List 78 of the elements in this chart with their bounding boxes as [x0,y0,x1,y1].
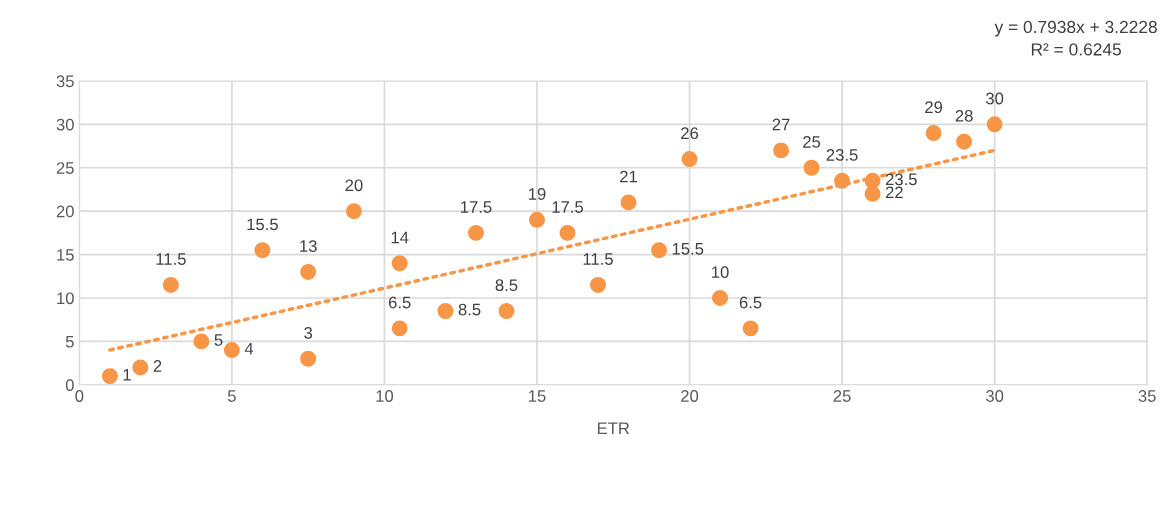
data-label: 10 [712,266,729,279]
data-label: 6.5 [388,296,411,309]
x-tick-label: 15 [528,390,546,402]
y-tick-label: 30 [56,118,74,131]
data-label: 11.5 [583,253,613,265]
data-label: 4 [244,342,254,355]
data-label: 20 [345,179,363,192]
data-label: 13 [300,240,317,252]
y-tick-label: 5 [65,335,74,348]
data-label: 19 [528,188,546,200]
point [712,290,729,306]
point [101,368,118,385]
point [834,172,851,189]
x-tick-label: 20 [681,390,699,402]
data-label: 2 [153,360,162,372]
data-label: 29 [925,101,943,114]
data-label: 3 [304,326,313,339]
point [803,159,820,176]
point [300,350,317,367]
x-tick-label: 25 [833,390,851,402]
point [681,151,698,168]
point [956,133,973,150]
data-label: 17.5 [461,201,492,213]
data-label: 27 [772,118,790,131]
point [498,303,515,319]
point [529,211,545,228]
point [620,194,637,211]
data-label: 17.5 [552,201,584,213]
point [162,276,179,293]
x-axis-title: ETR [597,422,630,434]
y-tick-label: 20 [56,205,74,218]
data-label: 5 [214,334,223,346]
point [467,224,484,241]
x-tick-label: 35 [1138,390,1156,402]
point [437,303,454,319]
point [651,242,668,259]
data-label: 21 [620,170,637,183]
data-label: 30 [985,92,1004,105]
data-label: 28 [955,109,973,122]
text: R² = 0.6245 [1031,43,1121,56]
data-label: 8.5 [495,279,518,292]
data-label: 25 [803,135,821,148]
point [132,359,149,376]
data-label: 14 [391,231,409,244]
x-tick-label: 30 [985,390,1004,402]
point [391,255,408,272]
data-label: 6.5 [739,296,762,309]
data-label: 8.5 [458,303,481,316]
text: y = 0.7938x + 3.2228 [994,20,1157,37]
y-tick-label: 25 [56,162,74,174]
x-tick-label: 10 [376,390,394,402]
y-tick-label: 35 [56,75,74,88]
point [864,185,881,202]
point [391,320,408,337]
point [742,320,759,337]
point [986,116,1003,133]
point [254,242,271,259]
y-tick-label: 15 [57,249,74,261]
y-tick-label: 10 [57,292,74,305]
point [193,333,210,350]
point [223,342,240,359]
point [300,263,317,280]
x-tick-label: 0 [75,390,84,402]
data-label: 22 [885,186,903,199]
data-label: 15.5 [672,243,704,255]
point [773,142,790,159]
x-tick-label: 5 [227,390,236,402]
data-label: 15.5 [247,218,278,231]
data-label: 26 [681,127,699,140]
point [925,125,942,142]
y-tick-label: 0 [65,379,74,392]
point [345,203,362,220]
data-label: 23.5 [826,149,858,161]
point [559,224,576,241]
data-label: 23.5 [885,173,917,186]
data-label: 1 [123,368,131,381]
point [590,276,606,293]
data-label: 11.5 [156,253,186,265]
